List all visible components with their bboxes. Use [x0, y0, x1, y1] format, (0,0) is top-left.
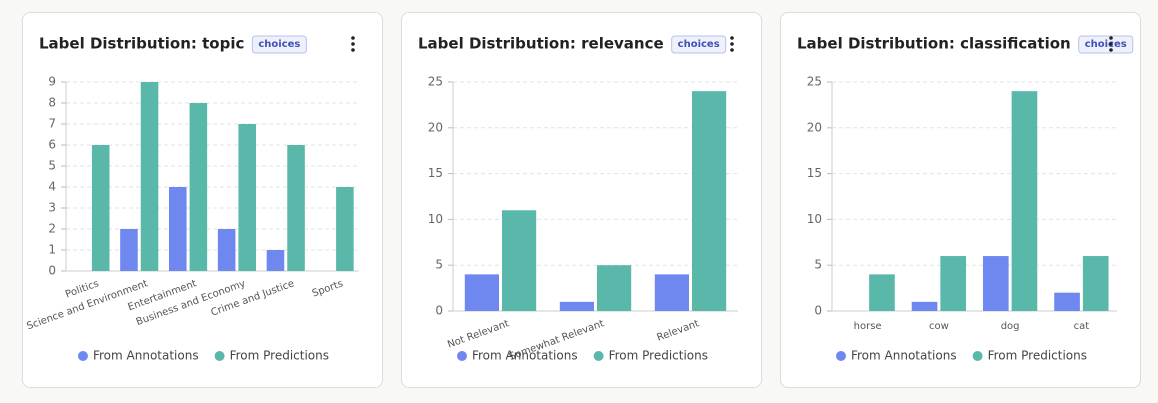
bar	[464, 274, 499, 311]
y-tick-label: 20	[807, 120, 822, 134]
x-tick-label: Relevant	[656, 318, 701, 343]
chart: Label Distribution: relevance choices 0 5 10…	[418, 35, 738, 363]
badge	[671, 35, 727, 54]
y-tick-label: 0	[814, 304, 822, 318]
bar	[91, 145, 110, 271]
chart: Label Distribution: classification choice…	[797, 35, 1134, 363]
badge-label: choices	[678, 39, 720, 50]
bar	[169, 187, 187, 271]
bar	[911, 301, 938, 311]
x-tick-label: Sports	[311, 278, 345, 299]
menu-dot	[1109, 42, 1113, 46]
legend-label: From Annotations	[851, 349, 957, 363]
legend-label: From Annotations	[472, 349, 578, 363]
legend-swatch	[593, 351, 604, 361]
bar	[266, 250, 285, 271]
y-tick-label: 0	[48, 264, 56, 278]
legend-swatch	[972, 351, 983, 361]
menu-dot	[1109, 48, 1113, 52]
x-tick-label: Not Relevant	[446, 318, 511, 350]
legend-swatch	[835, 351, 846, 361]
legend: From Annotations From Predictions	[456, 349, 708, 363]
y-tick-label: 4	[48, 180, 56, 194]
bar	[238, 124, 256, 271]
chart-card: Label Distribution: relevance choices 0 5 10…	[401, 12, 762, 388]
x-tick-label: cow	[929, 321, 949, 332]
legend-swatch	[77, 351, 88, 361]
bar	[982, 256, 1009, 311]
y-tick-label: 3	[48, 201, 56, 215]
y-tick-label: 10	[807, 212, 822, 226]
y-tick-label: 15	[807, 166, 822, 180]
badge-label: choices	[258, 39, 300, 50]
bar	[287, 145, 305, 271]
y-tick-label: 5	[48, 159, 56, 173]
y-tick-label: 25	[428, 75, 443, 89]
y-tick-label: 5	[814, 258, 822, 272]
menu-dot	[730, 42, 734, 46]
legend: From Annotations From Predictions	[835, 349, 1087, 363]
chart-title: Label Distribution: classification	[797, 35, 1071, 53]
badge	[1078, 35, 1134, 54]
badge	[251, 35, 307, 54]
legend-label: From Predictions	[988, 349, 1087, 363]
bar	[1011, 91, 1038, 311]
legend-swatch	[214, 351, 225, 361]
bar	[940, 256, 967, 311]
x-tick-label: dog	[1001, 321, 1020, 332]
bar	[217, 229, 236, 271]
y-tick-label: 6	[48, 138, 56, 152]
x-tick-label: cat	[1074, 321, 1090, 332]
menu-button[interactable]	[730, 36, 734, 52]
legend: From Annotations From Predictions	[77, 349, 329, 363]
bar	[1054, 292, 1080, 311]
y-tick-label: 8	[48, 96, 56, 110]
bar	[502, 210, 537, 311]
menu-dot	[351, 36, 355, 40]
legend-swatch	[456, 351, 467, 361]
y-tick-label: 9	[48, 75, 56, 89]
legend-label: From Predictions	[609, 349, 708, 363]
menu-dot	[351, 42, 355, 46]
bar	[336, 187, 354, 271]
bar	[189, 103, 208, 271]
chart-card: Label Distribution: topic choices 0 1 2 3 4 5 6 7…	[22, 12, 383, 388]
x-tick-label: horse	[854, 321, 882, 332]
bar	[120, 229, 138, 271]
badge-label: choices	[1085, 39, 1127, 50]
bar	[140, 82, 159, 271]
y-tick-label: 0	[435, 304, 443, 318]
chart: Label Distribution: topic choices 0 1 2 3 4 5 6 7…	[25, 35, 359, 363]
menu-dot	[1109, 36, 1113, 40]
menu-dot	[351, 48, 355, 52]
y-tick-label: 1	[48, 243, 56, 257]
chart-title: Label Distribution: relevance	[418, 35, 664, 53]
bar	[1082, 256, 1109, 311]
menu-button[interactable]	[351, 36, 355, 52]
bar	[692, 91, 727, 311]
chart-card: Label Distribution: classification choice…	[780, 12, 1141, 388]
chart-title: Label Distribution: topic	[39, 35, 244, 53]
legend-label: From Predictions	[230, 349, 329, 363]
menu-dot	[730, 36, 734, 40]
menu-button[interactable]	[1109, 36, 1113, 52]
y-tick-label: 7	[48, 117, 56, 131]
menu-dot	[730, 48, 734, 52]
y-tick-label: 2	[48, 222, 56, 236]
y-tick-label: 20	[428, 120, 443, 134]
bar	[869, 274, 895, 311]
legend-label: From Annotations	[93, 349, 199, 363]
bar	[654, 274, 689, 311]
bar	[559, 301, 594, 311]
y-tick-label: 25	[807, 75, 822, 89]
y-tick-label: 5	[435, 258, 443, 272]
y-tick-label: 10	[428, 212, 443, 226]
x-tick-label: Crime and Justice	[210, 278, 296, 318]
bar	[597, 265, 632, 311]
y-tick-label: 15	[428, 166, 443, 180]
